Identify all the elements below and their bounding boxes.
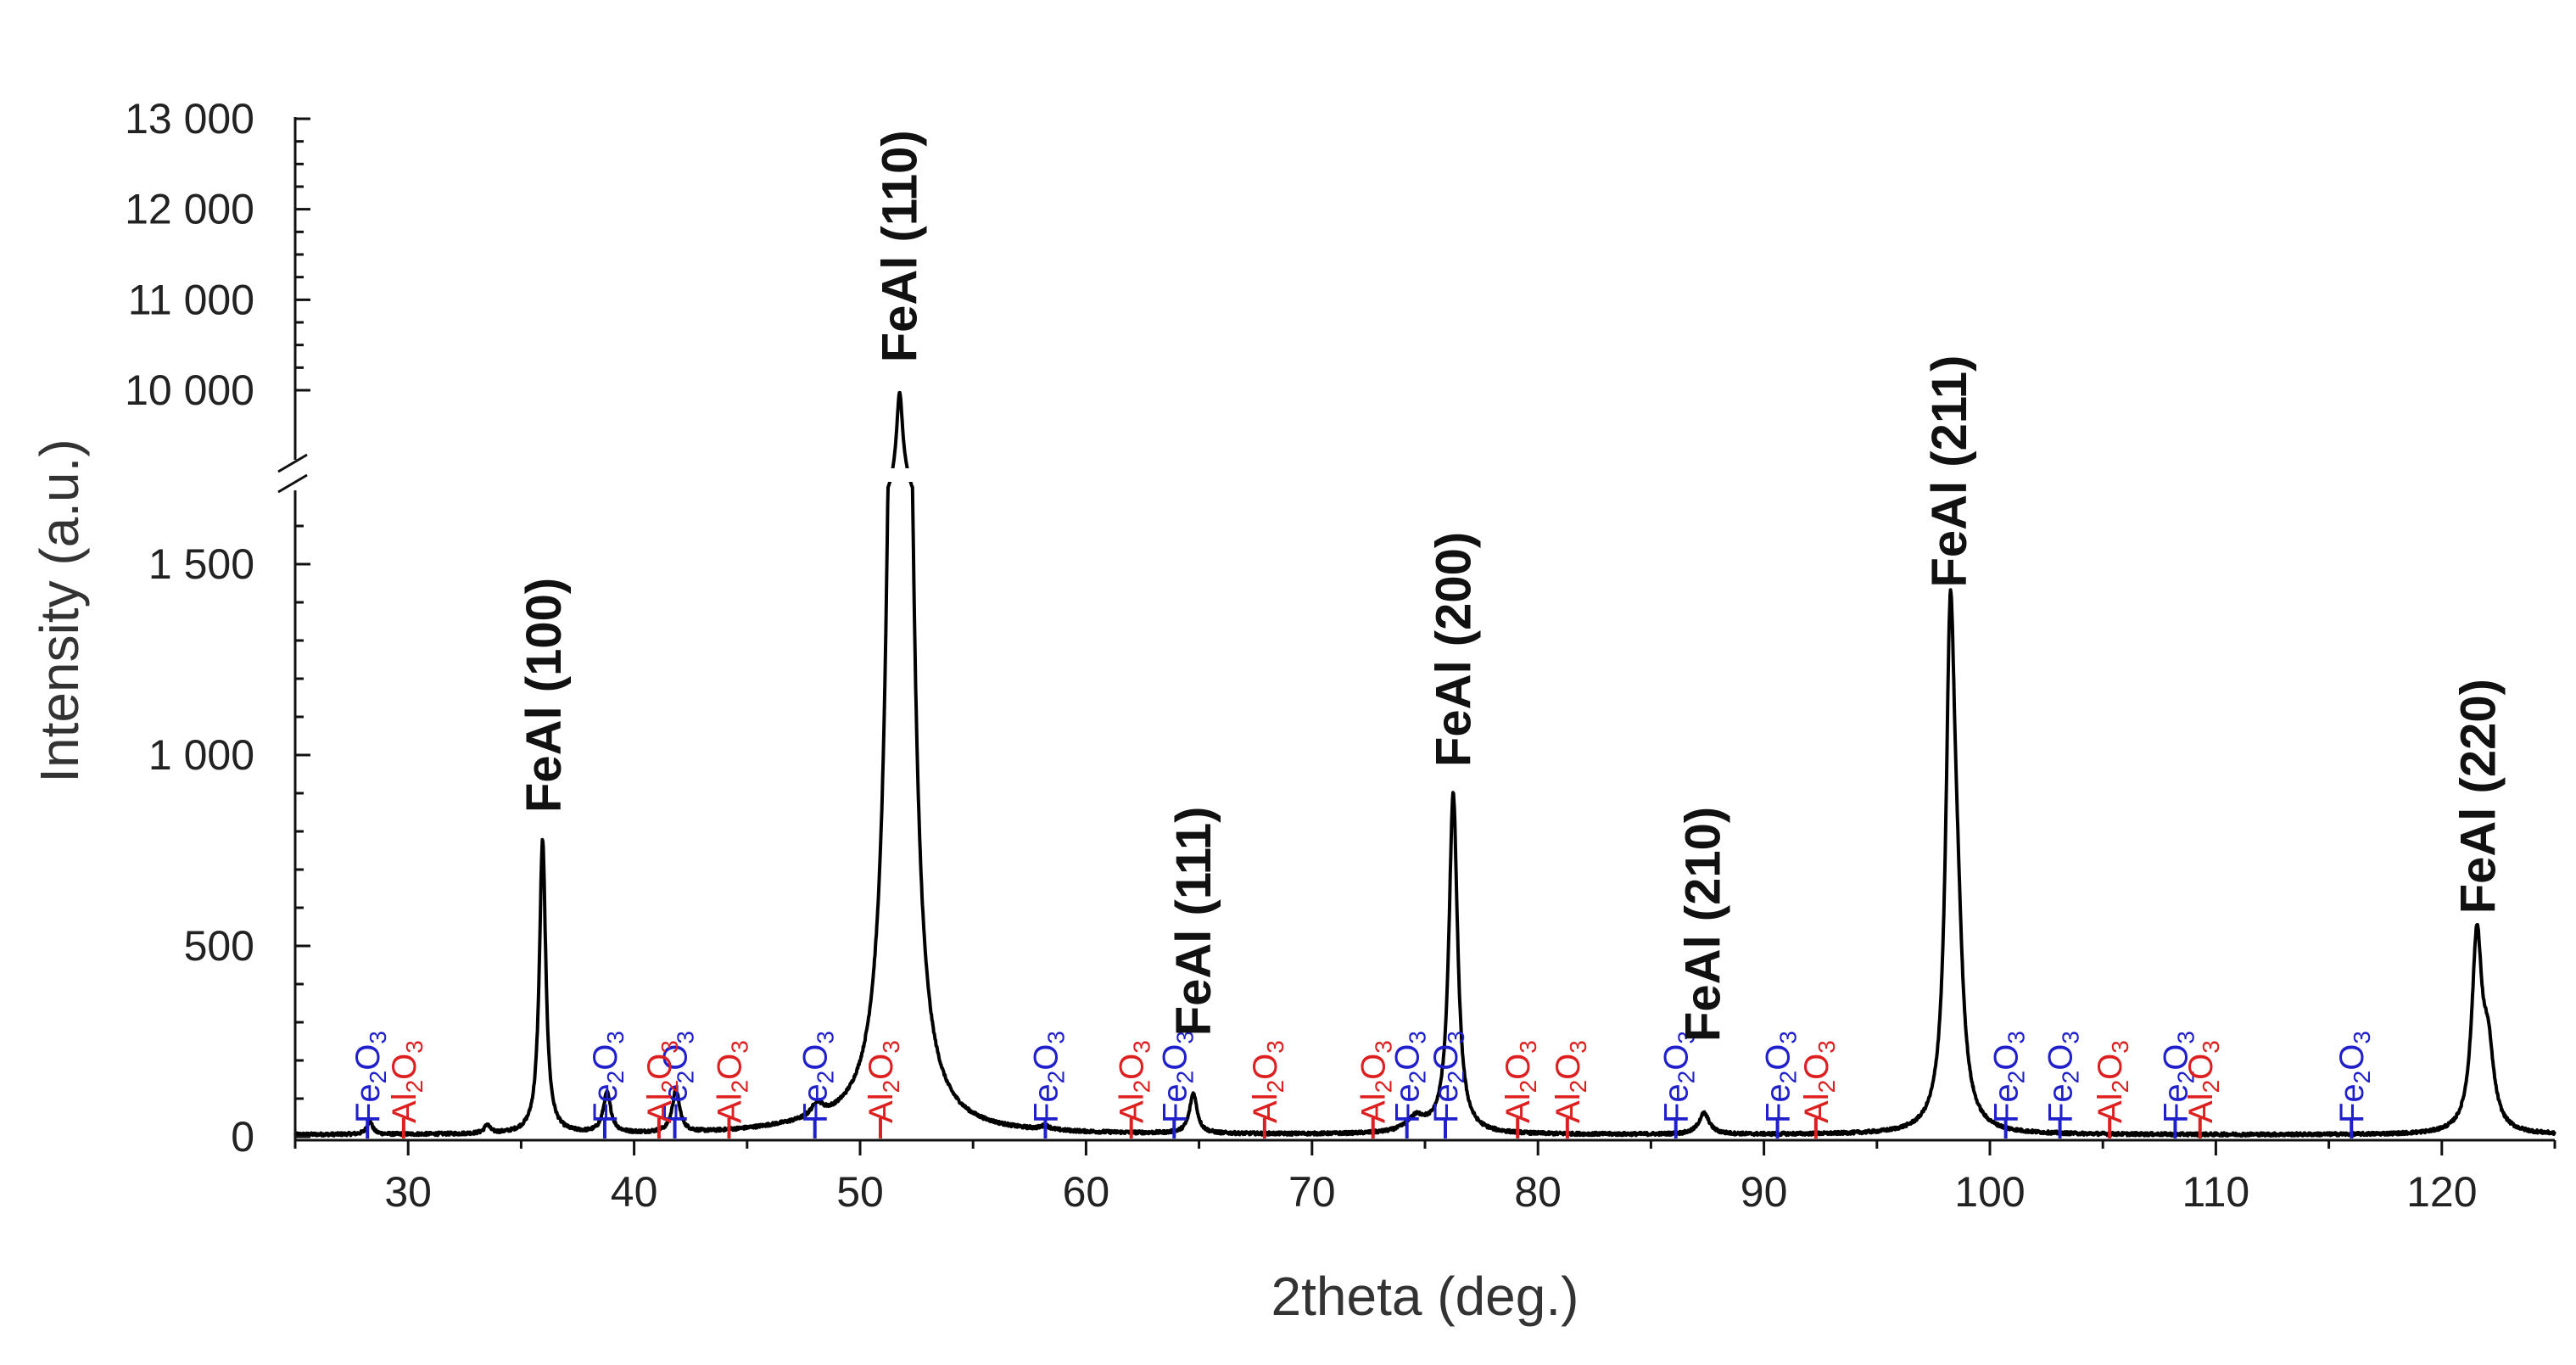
axis-break-mark [277, 473, 308, 494]
al2o3-marker-label: Al2O3 [2182, 1040, 2224, 1123]
fe2o3-marker-label: Fe2O3 [1428, 1031, 1469, 1123]
al2o3-marker-label: Al2O3 [386, 1040, 427, 1123]
x-tick-label: 70 [1288, 1168, 1336, 1216]
fe2o3-marker-label: Fe2O3 [797, 1031, 839, 1123]
fe2o3-marker-label: Fe2O3 [349, 1031, 391, 1123]
fe2o3-marker-label: Fe2O3 [1988, 1031, 2030, 1123]
fe2o3-marker-label: Fe2O3 [1156, 1031, 1198, 1123]
y-tick-label: 10 000 [125, 366, 254, 414]
peak-label: FeAl (220) [2450, 679, 2506, 914]
x-tick-label: 60 [1063, 1168, 1110, 1216]
peak-label: FeAl (211) [1922, 355, 1977, 588]
peak-label: FeAl (111) [1166, 806, 1221, 1036]
x-tick-label: 30 [384, 1168, 432, 1216]
fe2o3-marker-label: Fe2O3 [587, 1031, 629, 1123]
xrd-trace [293, 390, 2556, 1138]
y-tick-label: 1 500 [148, 540, 254, 588]
fe2o3-marker-label: Fe2O3 [1760, 1031, 1802, 1123]
y-tick-label: 11 000 [128, 276, 254, 323]
fe2o3-marker-label: Fe2O3 [2333, 1031, 2375, 1123]
y-tick-label: 12 000 [125, 186, 254, 233]
al2o3-marker-label: Al2O3 [1114, 1040, 1155, 1123]
fe2o3-marker-label: Fe2O3 [2042, 1031, 2084, 1123]
axis-break-mark [277, 453, 308, 473]
peak-label: FeAl (110) [873, 130, 928, 362]
fe2o3-marker-label: Fe2O3 [1658, 1031, 1700, 1123]
al2o3-marker-label: Al2O3 [1798, 1040, 1840, 1123]
y-axis-title: Intensity (a.u.) [29, 439, 90, 783]
peak-label: FeAl (100) [517, 578, 572, 813]
peak-label: FeAl (200) [1426, 532, 1481, 767]
y-tick-label: 500 [184, 922, 254, 970]
fe2o3-marker-label: Fe2O3 [2157, 1031, 2199, 1123]
y-tick-label: 0 [231, 1113, 254, 1161]
x-tick-label: 90 [1741, 1168, 1788, 1216]
x-tick-label: 120 [2406, 1168, 2477, 1216]
y-tick-label: 1 000 [148, 731, 254, 779]
fe2o3-marker-label: Fe2O3 [1027, 1031, 1069, 1123]
al2o3-marker-label: Al2O3 [1247, 1040, 1288, 1123]
fe2o3-marker-label: Fe2O3 [1389, 1031, 1431, 1123]
al2o3-marker-label: Al2O3 [863, 1040, 904, 1123]
y-tick-label: 13 000 [125, 95, 254, 143]
fe2o3-marker-label: Fe2O3 [657, 1031, 699, 1123]
x-axis-title: 2theta (deg.) [1271, 1266, 1579, 1327]
x-tick-label: 40 [611, 1168, 658, 1216]
al2o3-marker-label: Al2O3 [1500, 1040, 1541, 1123]
al2o3-marker-label: Al2O3 [1550, 1040, 1591, 1123]
peak-label: FeAl (210) [1676, 807, 1731, 1042]
x-tick-label: 110 [2182, 1168, 2250, 1216]
al2o3-marker-label: Al2O3 [641, 1040, 683, 1123]
x-tick-label: 80 [1514, 1168, 1562, 1216]
x-tick-label: 50 [836, 1168, 884, 1216]
axis-break-gap [299, 468, 2555, 482]
al2o3-marker-label: Al2O3 [2092, 1040, 2133, 1123]
al2o3-marker-label: Al2O3 [712, 1040, 753, 1123]
x-tick-label: 100 [1954, 1168, 2025, 1216]
al2o3-marker-label: Al2O3 [1355, 1040, 1397, 1123]
